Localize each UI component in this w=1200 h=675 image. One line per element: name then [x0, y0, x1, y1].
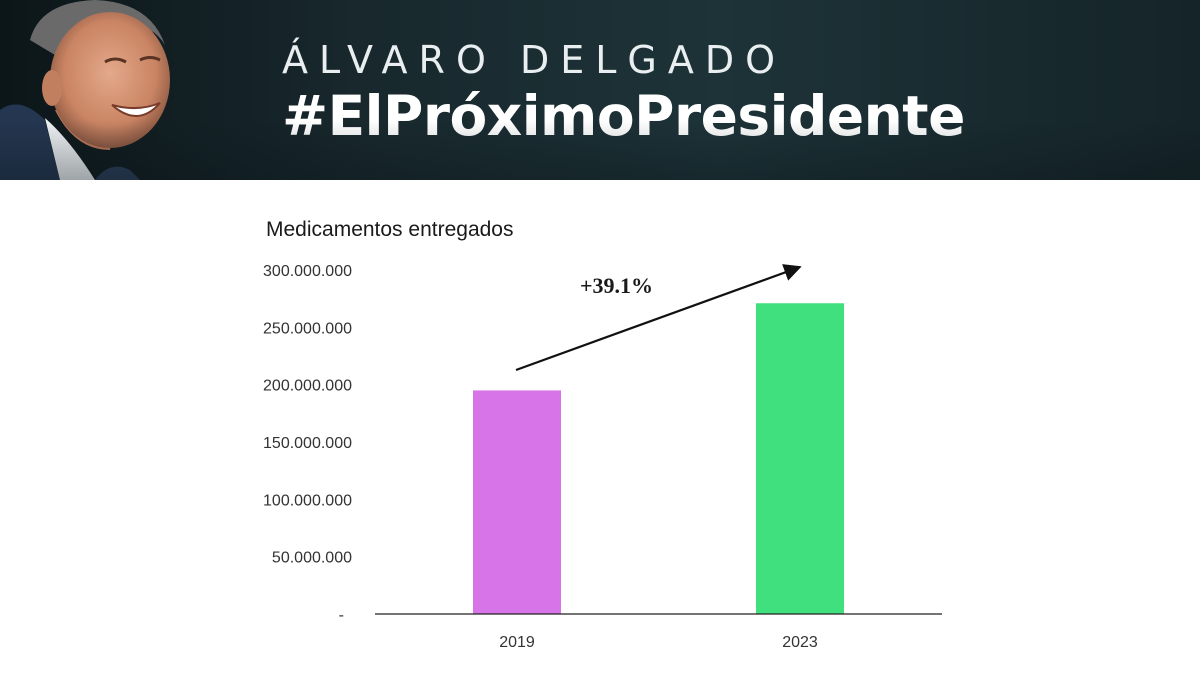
candidate-name: ÁLVARO DELGADO — [282, 38, 786, 82]
x-tick-label: 2019 — [499, 634, 535, 651]
y-tick-label: 300.000.000 — [263, 263, 352, 280]
x-tick-label: 2023 — [782, 634, 818, 651]
growth-annotation: +39.1% — [580, 273, 653, 298]
y-tick-label: 150.000.000 — [263, 435, 352, 452]
bar-2023 — [756, 303, 844, 614]
y-tick-label: - — [339, 607, 344, 624]
bar-2019 — [473, 390, 561, 614]
header-banner: ÁLVARO DELGADO #ElPróximoPresidente — [0, 0, 1200, 180]
chart-title: Medicamentos entregados — [266, 218, 514, 241]
candidate-portrait — [0, 0, 170, 180]
y-tick-label: 200.000.000 — [263, 378, 352, 395]
growth-arrow — [515, 264, 802, 372]
y-tick-label: 250.000.000 — [263, 320, 352, 337]
y-tick-label: 100.000.000 — [263, 492, 352, 509]
y-tick-label: 50.000.000 — [272, 550, 352, 567]
campaign-hashtag: #ElPróximoPresidente — [282, 84, 965, 148]
chart-area: Medicamentos entregados 300.000.000 250.0… — [0, 180, 1200, 675]
bar-chart: 300.000.000 250.000.000 200.000.000 150.000… — [263, 263, 942, 651]
